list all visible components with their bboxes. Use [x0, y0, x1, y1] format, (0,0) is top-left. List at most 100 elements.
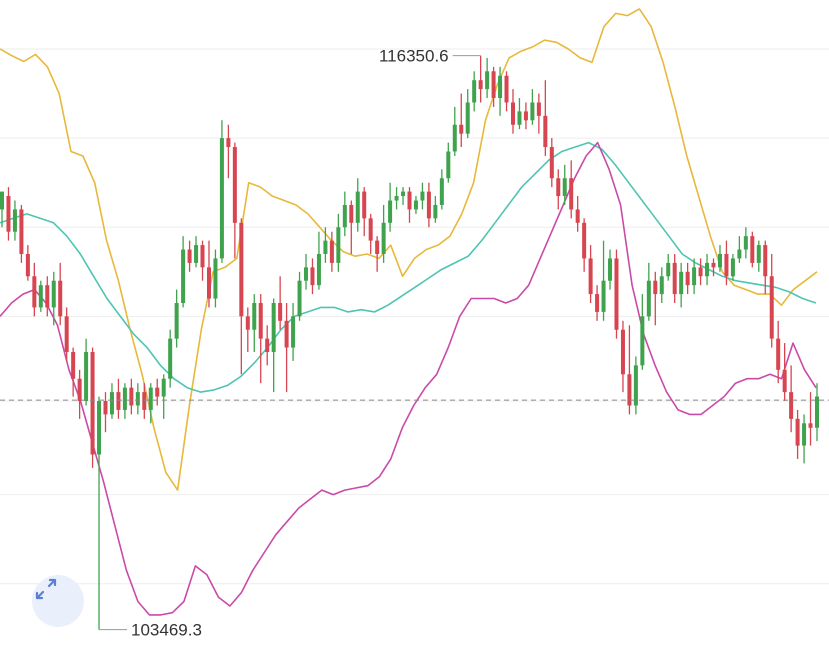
- candle-body: [64, 316, 69, 353]
- candle: [375, 236, 380, 272]
- candle: [802, 414, 807, 464]
- candle: [271, 298, 276, 393]
- candles: [0, 55, 820, 630]
- candle-body: [569, 178, 574, 210]
- candle: [142, 383, 147, 419]
- candle: [446, 142, 451, 183]
- candle: [58, 262, 63, 326]
- candle: [517, 98, 522, 130]
- candle-body: [763, 245, 768, 277]
- candle-body: [187, 249, 192, 263]
- candle: [504, 71, 509, 112]
- candle: [310, 258, 315, 295]
- candle: [161, 374, 166, 419]
- candle-body: [614, 258, 619, 330]
- candle: [103, 392, 108, 433]
- candle: [711, 258, 716, 277]
- candle: [562, 164, 567, 205]
- candle-body: [808, 423, 813, 428]
- candle-body: [32, 276, 37, 308]
- candle-body: [575, 209, 580, 223]
- candle-body: [446, 151, 451, 179]
- candle: [433, 196, 438, 223]
- candle-body: [562, 178, 567, 197]
- candle: [109, 383, 114, 419]
- candle-body: [439, 178, 444, 205]
- candle: [336, 213, 341, 272]
- candle: [491, 66, 496, 107]
- candle-body: [776, 338, 781, 370]
- candle-body: [142, 392, 147, 410]
- candle-body: [355, 191, 360, 223]
- candle: [485, 57, 490, 99]
- candle: [789, 365, 794, 433]
- candle: [32, 262, 37, 317]
- candle: [97, 396, 102, 630]
- candle-body: [19, 209, 24, 254]
- candle-body: [71, 352, 76, 379]
- candle: [614, 249, 619, 339]
- candle: [155, 378, 160, 406]
- candle: [743, 227, 748, 259]
- candle-body: [271, 302, 276, 353]
- candle-body: [769, 276, 774, 339]
- annotations: 116350.6 103469.3: [0, 47, 829, 640]
- candle-body: [814, 396, 820, 428]
- candle-body: [135, 392, 140, 406]
- candle-body: [802, 423, 807, 446]
- candle-body: [342, 204, 347, 228]
- candle-body: [549, 147, 554, 179]
- candle: [439, 169, 444, 210]
- candle: [284, 302, 289, 393]
- candle-body: [530, 102, 535, 121]
- candle-body: [284, 320, 289, 348]
- candle-body: [517, 111, 522, 125]
- candle: [362, 187, 367, 237]
- candle-body: [252, 302, 257, 330]
- candle: [116, 378, 121, 419]
- candle-body: [633, 365, 638, 406]
- candle-body: [323, 240, 328, 254]
- min-price-label: 103469.3: [131, 621, 202, 640]
- candle: [659, 267, 664, 303]
- candle: [25, 245, 30, 281]
- candle: [776, 320, 781, 384]
- max-price-label: 116350.6: [379, 47, 449, 66]
- candle-body: [724, 253, 729, 277]
- expand-arrows-icon: [35, 578, 57, 600]
- candle-body: [620, 329, 625, 375]
- candle-body: [472, 80, 477, 103]
- candle: [349, 200, 354, 254]
- candle-body: [232, 147, 237, 223]
- candle: [38, 280, 43, 312]
- candle-body: [194, 245, 199, 263]
- candle-body: [362, 191, 367, 219]
- candle-body: [498, 75, 503, 99]
- candle-body: [58, 280, 63, 317]
- candle-body: [213, 258, 218, 299]
- candle: [51, 271, 56, 326]
- candle-body: [181, 249, 186, 303]
- candle-body: [349, 204, 354, 223]
- bollinger-bands: [0, 8, 818, 616]
- candle: [19, 204, 24, 263]
- candle-body: [6, 196, 11, 232]
- candle-body: [789, 392, 794, 419]
- candle: [316, 231, 321, 290]
- candle: [627, 325, 632, 415]
- candle: [582, 218, 587, 272]
- candle: [808, 392, 813, 446]
- candle-body: [51, 280, 56, 308]
- candle: [795, 409, 800, 459]
- candle: [523, 102, 528, 130]
- expand-button[interactable]: [32, 575, 84, 627]
- candle: [575, 196, 580, 232]
- candle-body: [536, 102, 541, 116]
- candle-body: [148, 387, 153, 410]
- candle-body: [485, 71, 490, 90]
- candle: [278, 276, 283, 330]
- candle: [685, 262, 690, 295]
- candle-body: [116, 392, 121, 410]
- candle-body: [491, 71, 496, 99]
- candle-body: [401, 191, 406, 197]
